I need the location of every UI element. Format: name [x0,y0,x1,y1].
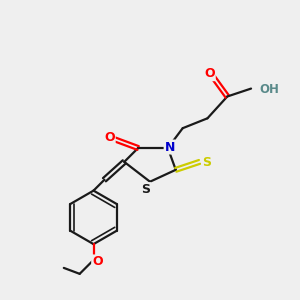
Text: O: O [204,67,215,80]
Text: O: O [92,256,103,268]
Text: OH: OH [259,83,279,96]
Text: O: O [104,130,115,144]
Text: S: S [202,156,211,170]
Text: N: N [165,140,175,154]
Text: S: S [142,183,151,196]
